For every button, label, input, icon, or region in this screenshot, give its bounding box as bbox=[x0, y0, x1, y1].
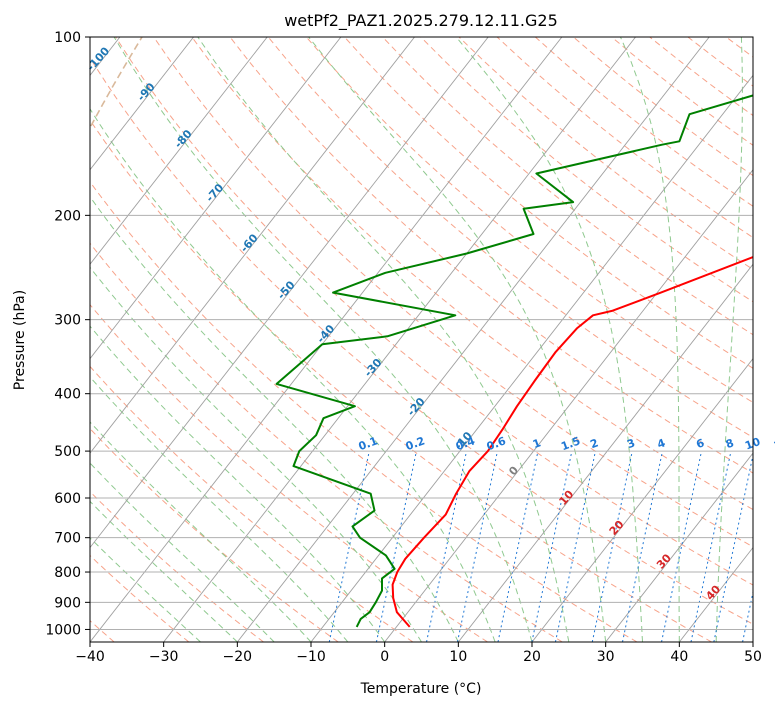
y-tick-label: 400 bbox=[54, 387, 81, 403]
y-tick-label: 900 bbox=[54, 595, 81, 611]
x-tick-label: 0 bbox=[380, 649, 389, 665]
x-tick-label: 20 bbox=[523, 649, 541, 665]
x-tick-label: −20 bbox=[223, 649, 253, 665]
y-axis-label: Pressure (hPa) bbox=[12, 290, 28, 390]
y-tick-label: 500 bbox=[54, 444, 81, 460]
x-tick-label: −40 bbox=[75, 649, 105, 665]
y-tick-label: 800 bbox=[54, 565, 81, 581]
x-tick-label: 30 bbox=[597, 649, 615, 665]
y-tick-label: 1000 bbox=[45, 622, 81, 638]
y-tick-label: 300 bbox=[54, 313, 81, 329]
y-tick-label: 100 bbox=[54, 30, 81, 46]
x-tick-label: 10 bbox=[449, 649, 467, 665]
y-tick-label: 600 bbox=[54, 491, 81, 507]
y-tick-label: 200 bbox=[54, 208, 81, 224]
y-tick-label: 700 bbox=[54, 531, 81, 547]
chart-title: wetPf2_PAZ1.2025.279.12.11.G25 bbox=[284, 11, 558, 31]
x-axis-label: Temperature (°C) bbox=[360, 681, 482, 697]
x-tick-label: 40 bbox=[670, 649, 688, 665]
x-tick-label: −30 bbox=[149, 649, 179, 665]
x-tick-label: −10 bbox=[296, 649, 326, 665]
x-tick-label: 50 bbox=[744, 649, 762, 665]
